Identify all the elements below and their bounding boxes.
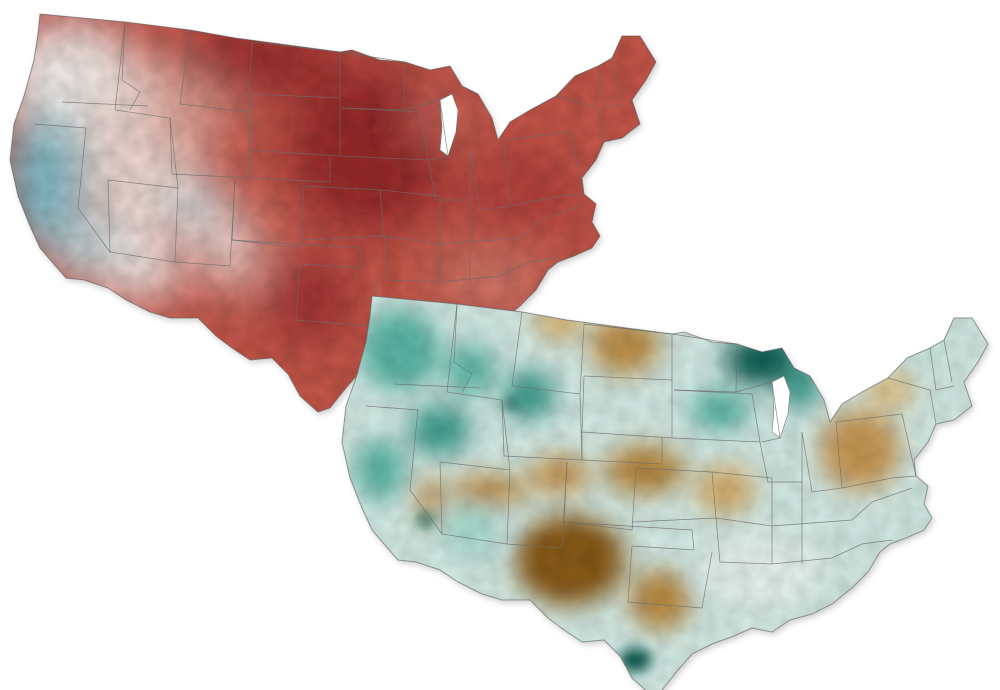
- great-lakes-shape: [439, 93, 459, 157]
- precipitation-anomaly-map: [341, 295, 989, 690]
- temperature-state-lines: [33, 21, 623, 327]
- precipitation-state-lines: [365, 303, 955, 609]
- great-lakes-shape-2: [771, 375, 791, 439]
